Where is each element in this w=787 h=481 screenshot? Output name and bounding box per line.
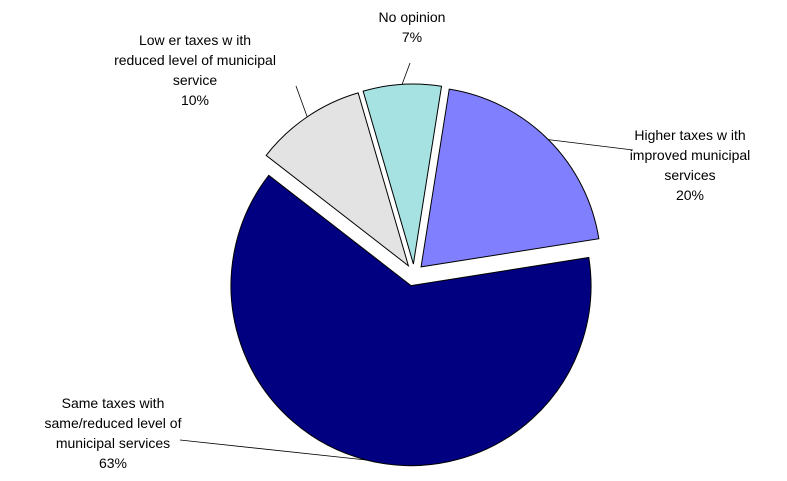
pie-slices: [230, 83, 600, 467]
slice-label-line: service: [173, 72, 218, 88]
pie-slice-noopinion: [362, 83, 443, 265]
slice-label-line: municipal services: [56, 435, 170, 451]
slice-label-line: improved municipal: [630, 147, 751, 163]
slice-percent-label: 63%: [99, 455, 127, 471]
pie-slice-same: [230, 174, 592, 467]
slice-label-lower: Low er taxes w ith reduced level of munic…: [114, 32, 276, 108]
slice-percent-label: 20%: [676, 187, 704, 203]
slice-label-line: No opinion: [379, 9, 446, 25]
slice-label-line: reduced level of municipal: [114, 52, 276, 68]
leader-line-lower: [295, 85, 308, 117]
leader-line-higher: [548, 139, 634, 151]
slice-label-line: Higher taxes w ith: [634, 127, 745, 143]
slice-label-line: Low er taxes w ith: [139, 32, 251, 48]
slice-label-line: services: [664, 167, 715, 183]
pie-slice-higher: [420, 88, 600, 268]
slice-labels: Higher taxes w ith improved municipal serv…: [45, 9, 751, 471]
slice-percent-label: 10%: [181, 92, 209, 108]
slice-label-line: same/reduced level of: [45, 415, 182, 431]
slice-label-same: Same taxes with same/reduced level of muni…: [45, 395, 182, 471]
leader-lines: [179, 62, 634, 461]
slice-label-line: Same taxes with: [62, 395, 165, 411]
pie-slice-lower: [265, 92, 410, 268]
leader-line-noopinion: [401, 62, 411, 85]
slice-label-higher: Higher taxes w ith improved municipal serv…: [630, 127, 751, 203]
leader-line-same: [179, 439, 367, 461]
slice-label-noopinion: No opinion 7%: [379, 9, 446, 45]
slice-percent-label: 7%: [402, 29, 422, 45]
